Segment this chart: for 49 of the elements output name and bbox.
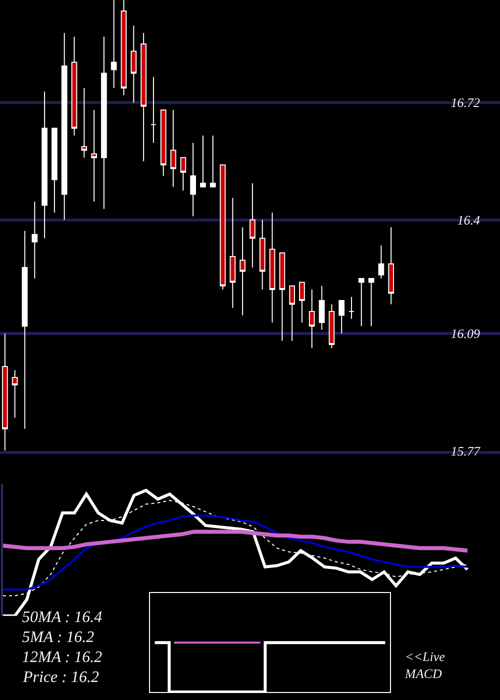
candlestick bbox=[338, 300, 345, 334]
candlestick bbox=[180, 157, 186, 192]
y-tick-label: 16.4 bbox=[457, 212, 480, 228]
candlestick bbox=[32, 201, 38, 280]
candlestick bbox=[140, 32, 146, 162]
candlestick bbox=[160, 109, 166, 176]
candlestick bbox=[220, 164, 226, 290]
candlestick bbox=[22, 230, 28, 430]
candlestick bbox=[388, 226, 394, 305]
candlestick bbox=[328, 304, 335, 349]
candlestick bbox=[91, 109, 97, 202]
candlestick bbox=[71, 36, 78, 136]
candlestick bbox=[348, 296, 354, 320]
candlestick bbox=[358, 278, 364, 327]
annotation: 50MA : 16.4 bbox=[22, 609, 102, 626]
candlestick bbox=[269, 212, 276, 324]
candlestick bbox=[299, 282, 305, 324]
candlestick bbox=[12, 370, 18, 418]
y-tick-label: 16.09 bbox=[450, 326, 480, 342]
candlestick bbox=[110, 0, 117, 88]
text: 12MA : 16.2 bbox=[22, 649, 102, 666]
candlestick bbox=[259, 219, 266, 290]
candlestick bbox=[378, 245, 384, 280]
candlestick bbox=[318, 285, 325, 330]
candlestick bbox=[308, 289, 315, 349]
candlestick bbox=[368, 278, 374, 327]
candlestick bbox=[42, 91, 48, 239]
candlestick bbox=[289, 285, 295, 342]
y-tick-label: 15.77 bbox=[450, 443, 480, 458]
candlestick bbox=[240, 226, 246, 316]
candlestick bbox=[61, 32, 68, 220]
text: <<Live MACD bbox=[404, 649, 446, 681]
candlestick bbox=[2, 333, 8, 451]
y-tick-label: 16.72 bbox=[450, 95, 480, 110]
candlestick bbox=[190, 142, 196, 217]
candlestick bbox=[150, 76, 156, 144]
text: Price : 16.2 bbox=[22, 669, 99, 686]
candlestick bbox=[52, 128, 58, 214]
candlestick bbox=[279, 252, 286, 342]
candlestick bbox=[170, 109, 176, 188]
candlestick bbox=[130, 25, 137, 104]
candlestick bbox=[120, 0, 127, 96]
candlestick bbox=[200, 135, 206, 188]
candlestick bbox=[230, 197, 236, 308]
candlestick bbox=[210, 135, 216, 188]
candlestick bbox=[250, 182, 256, 268]
candlestick bbox=[101, 36, 107, 210]
candlestick bbox=[81, 87, 88, 158]
text: 5MA : 16.2 bbox=[22, 629, 94, 646]
